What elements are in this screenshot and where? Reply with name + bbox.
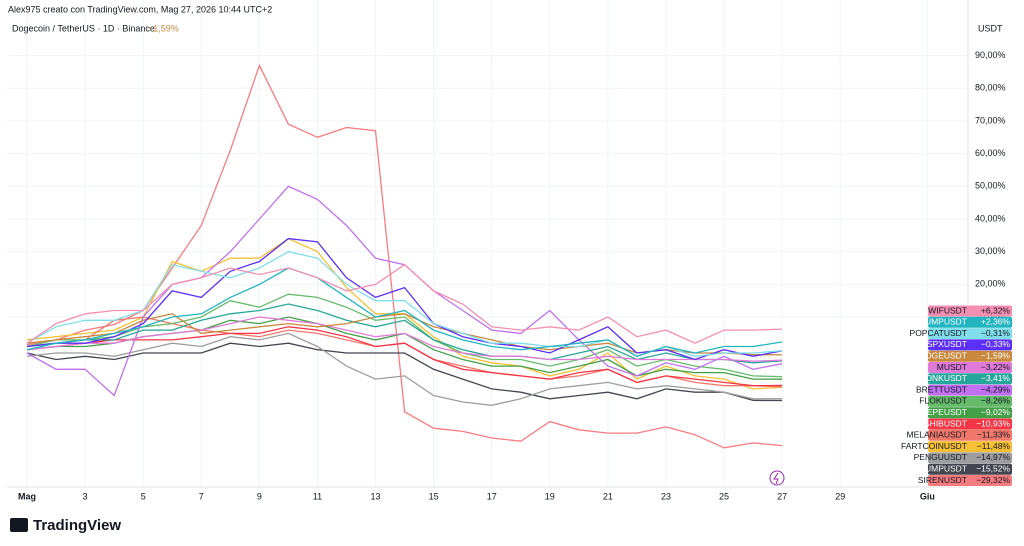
- series-line: [26, 293, 783, 378]
- series-line: [26, 237, 783, 361]
- y-tick-label: 20,00%: [975, 279, 1006, 289]
- legend-name: BONKUSDT: [920, 373, 967, 383]
- legend-box: [928, 328, 1012, 340]
- series-line: [26, 303, 783, 364]
- x-tick-label: 9: [257, 491, 262, 501]
- legend-name: SIRENUSDT: [918, 475, 967, 485]
- legend-value: +2,36%: [981, 317, 1011, 327]
- y-tick-label: 40,00%: [975, 213, 1006, 223]
- y-tick-label: 60,00%: [975, 148, 1006, 158]
- legend-box: [928, 362, 1012, 373]
- legend-value: +6,32%: [981, 305, 1011, 315]
- legend-box: [928, 452, 1012, 464]
- series-line: [26, 251, 783, 358]
- legend-name: TRUMPUSDT: [914, 463, 967, 473]
- legend-box: [928, 407, 1012, 419]
- legend-name: PUMPUSDT: [919, 317, 967, 327]
- legend-box: [928, 350, 1012, 362]
- legend-value: −8,26%: [981, 396, 1011, 406]
- legend-value: −9,02%: [981, 407, 1011, 417]
- x-tick-label: 13: [371, 491, 381, 501]
- legend-value: −11,48%: [977, 441, 1011, 451]
- series-line: [26, 342, 783, 402]
- legend-name: FARTCOINUSDT: [901, 441, 967, 451]
- legend-box: [928, 475, 1012, 486]
- legend-name: MUSDT: [937, 362, 967, 372]
- legend-value: −3,22%: [981, 362, 1011, 372]
- series-line: [26, 63, 783, 449]
- y-tick-label: 80,00%: [975, 83, 1006, 93]
- legend-name: DOGEUSDT: [919, 350, 967, 360]
- x-tick-label: 23: [661, 491, 671, 501]
- legend-box: [928, 463, 1012, 475]
- event-icon: [773, 472, 779, 485]
- legend-box: [928, 384, 1012, 396]
- legend-box: [928, 418, 1012, 430]
- legend-box: [928, 441, 1012, 453]
- series-line: [26, 332, 783, 406]
- x-tick-label: 19: [545, 491, 555, 501]
- legend-value: −11,33%: [977, 430, 1011, 440]
- legend-value: −29,32%: [976, 475, 1010, 485]
- legend-name: BRETTUSDT: [916, 384, 967, 394]
- legend-value: −0,31%: [981, 328, 1011, 338]
- x-tick-label: 17: [487, 491, 497, 501]
- legend-value: −10,93%: [976, 418, 1010, 428]
- legend-name: MELANIAUSDT: [907, 430, 967, 440]
- y-tick-label: 30,00%: [975, 246, 1006, 256]
- series-line: [26, 267, 783, 358]
- x-tick-label: 29: [835, 491, 845, 501]
- x-tick-label: 7: [199, 491, 204, 501]
- symbol: Dogecoin / TetherUS · 1D · Binance: [12, 23, 155, 33]
- legend-value: −15,52%: [976, 463, 1010, 473]
- legend-name: WIFUSDT: [928, 305, 967, 315]
- legend-name: POPCATUSDT: [910, 328, 967, 338]
- series-line: [26, 185, 783, 397]
- x-tick-label: 15: [429, 491, 439, 501]
- credit: Alex975 creato con TradingView.com, Mag …: [8, 4, 272, 14]
- legend-value: −3,41%: [981, 373, 1011, 383]
- legend-box: [928, 339, 1012, 351]
- logo-icon: [10, 518, 28, 532]
- legend-box: [928, 373, 1012, 385]
- x-tick-label: 3: [83, 491, 88, 501]
- series-line: [26, 316, 783, 362]
- y-tick-label: 50,00%: [975, 181, 1006, 191]
- symbol-change: −1,59%: [148, 23, 179, 33]
- legend-name: PEPEUSDT: [921, 407, 967, 417]
- series-line: [26, 326, 783, 387]
- x-tick-label: 25: [719, 491, 729, 501]
- x-tick-label: Mag: [18, 491, 36, 501]
- legend-value: −14,97%: [976, 452, 1010, 462]
- x-tick-label: 21: [603, 491, 613, 501]
- grid: [7, 0, 968, 487]
- legend-box: [928, 429, 1012, 441]
- legend-value: −1,59%: [981, 350, 1011, 360]
- logo: TradingView: [33, 517, 121, 534]
- x-tick-label: 5: [141, 491, 146, 501]
- legend-name: FLOKIUSDT: [919, 396, 967, 406]
- legend-box: [928, 305, 1012, 317]
- y-tick-label: 70,00%: [975, 115, 1006, 125]
- series-line: [26, 263, 783, 344]
- x-tick-label: Giu: [920, 491, 935, 501]
- legend-name: PENGUUSDT: [914, 452, 967, 462]
- x-tick-label: 11: [313, 491, 322, 501]
- legend-box: [928, 395, 1012, 407]
- legend-value: −4,29%: [981, 384, 1011, 394]
- legend-name: SPXUSDT: [927, 339, 967, 349]
- x-tick-label: 27: [777, 491, 787, 501]
- event-icon: [769, 470, 785, 486]
- legend-name: SHIBUSDT: [924, 418, 967, 428]
- y-tick-label: 90,00%: [975, 50, 1006, 60]
- legend-box: [928, 316, 1012, 328]
- legend-value: −0,33%: [981, 339, 1011, 349]
- y-axis-title: USDT: [978, 23, 1003, 33]
